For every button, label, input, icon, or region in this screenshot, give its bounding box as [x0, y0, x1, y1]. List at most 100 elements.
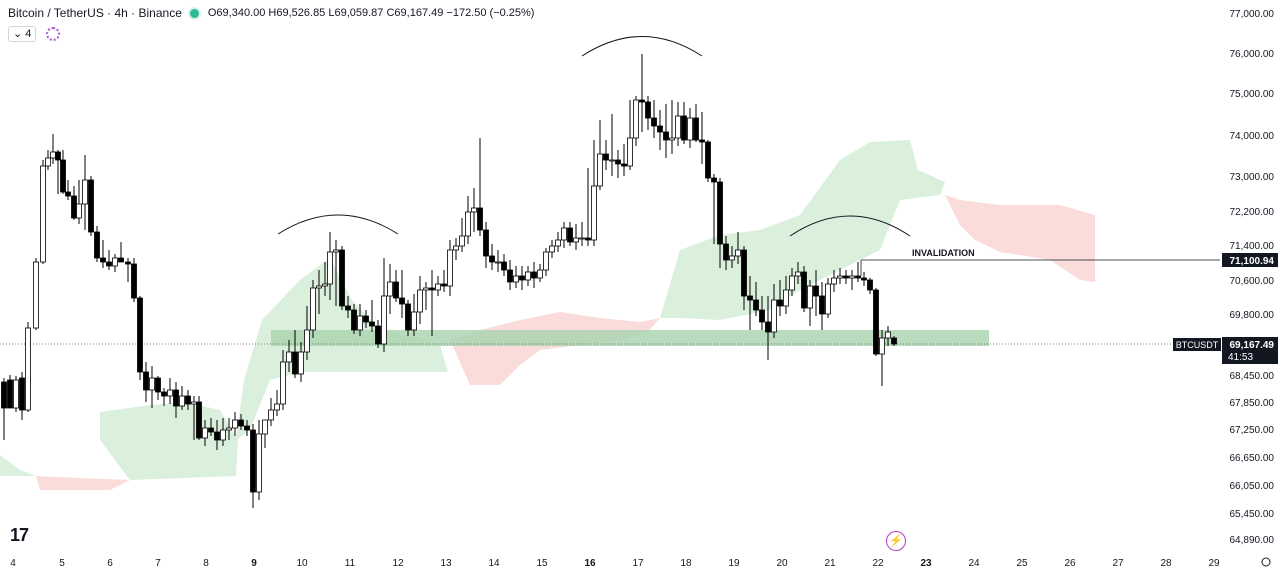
candle-up — [179, 395, 185, 407]
candle-up — [112, 257, 118, 267]
y-axis-label: 68,450.00 — [1230, 371, 1275, 382]
cloud-bullish — [100, 402, 238, 480]
candle-down — [723, 243, 729, 261]
x-axis-label: 27 — [1112, 558, 1124, 568]
candle-up — [627, 137, 633, 167]
x-axis-label: 14 — [488, 558, 500, 568]
x-axis-label: 22 — [872, 558, 884, 568]
invalidation-price: 71,100.94 — [1230, 256, 1275, 267]
y-axis-label: 67,850.00 — [1230, 398, 1275, 409]
y-axis-label: 69,800.00 — [1230, 310, 1275, 321]
indicator-collapse-button[interactable]: ⌄ 4 — [8, 26, 37, 42]
candle-up — [50, 151, 56, 159]
candle-up — [549, 245, 555, 253]
x-axis-label: 18 — [680, 558, 692, 568]
candle-down — [441, 283, 447, 287]
candle-down — [531, 271, 537, 279]
candle-down — [399, 297, 405, 305]
candle-down — [585, 237, 591, 241]
candle-up — [25, 327, 31, 411]
candle-up — [45, 157, 51, 167]
candle-up — [322, 283, 328, 287]
candle-up — [573, 237, 579, 243]
candle-up — [274, 403, 280, 411]
candle-up — [327, 251, 333, 285]
x-axis-label: 19 — [728, 558, 740, 568]
head-arc — [581, 36, 703, 57]
candle-down — [777, 299, 783, 307]
candle-down — [615, 159, 621, 165]
candle-down — [94, 231, 100, 259]
candle-down — [855, 275, 861, 279]
candle-up — [513, 275, 519, 283]
x-axis-label: 4 — [10, 558, 16, 568]
lightning-icon[interactable]: ⚡ — [886, 531, 906, 551]
candle-down — [699, 139, 705, 143]
candle-up — [381, 295, 387, 345]
candle-down — [891, 337, 897, 345]
tradingview-logo-icon[interactable]: 17 — [10, 525, 29, 545]
candle-down — [345, 305, 351, 311]
candle-down — [363, 315, 369, 323]
symbol-label: BTCUSDT — [1176, 340, 1219, 350]
gear-icon[interactable] — [1261, 557, 1271, 567]
candle-up — [40, 165, 46, 263]
right-shoulder-arc — [789, 215, 911, 237]
candle-down — [759, 309, 765, 323]
candle-up — [525, 271, 531, 281]
x-axis-label: 8 — [203, 558, 209, 568]
candle-up — [837, 275, 843, 279]
candle-down — [100, 257, 106, 263]
candle-down — [250, 429, 256, 493]
candle-up — [333, 249, 339, 253]
candle-down — [238, 419, 244, 427]
candle-down — [519, 275, 525, 281]
candle-up — [825, 283, 831, 315]
candle-down — [693, 117, 699, 141]
candle-down — [196, 401, 202, 439]
candle-down — [244, 425, 250, 431]
candle-down — [681, 115, 687, 141]
candle-up — [579, 237, 585, 240]
candle-down — [867, 279, 873, 291]
x-axis-label: 5 — [59, 558, 65, 568]
candle-up — [167, 389, 173, 397]
candle-down — [55, 151, 61, 161]
candle-down — [711, 177, 717, 183]
symbol-title[interactable]: Bitcoin / TetherUS · 4h · Binance — [8, 6, 182, 20]
candle-up — [465, 211, 471, 237]
candle-down — [819, 295, 825, 315]
candle-up — [735, 249, 741, 257]
y-axis-label: 72,200.00 — [1230, 207, 1275, 218]
candle-up — [411, 311, 417, 331]
x-axis-label: 6 — [107, 558, 113, 568]
y-axis-label: 77,000.00 — [1230, 9, 1275, 20]
x-axis-label: 24 — [968, 558, 980, 568]
cloud-bearish — [36, 476, 130, 490]
candle-up — [304, 329, 310, 353]
candle-up — [555, 239, 561, 247]
x-axis-label: 13 — [440, 558, 452, 568]
candle-down — [843, 275, 849, 279]
candle-down — [813, 285, 819, 297]
candle-up — [298, 351, 304, 375]
candle-down — [161, 391, 167, 397]
y-axis-label: 65,450.00 — [1230, 509, 1275, 520]
cloud-bearish — [945, 195, 1095, 282]
cloud-bearish — [450, 312, 660, 385]
candle-up — [286, 351, 292, 363]
countdown-timer: 41:53 — [1228, 352, 1253, 363]
candle-up — [268, 409, 274, 421]
candle-down — [753, 299, 759, 311]
candle-up — [453, 245, 459, 251]
candle-down — [155, 377, 161, 393]
candle-up — [33, 261, 39, 329]
candle-down — [489, 255, 495, 263]
candle-down — [1, 381, 7, 409]
x-axis-label: 26 — [1064, 558, 1076, 568]
candle-up — [280, 361, 286, 405]
candle-down — [873, 289, 879, 355]
candle-up — [537, 269, 543, 279]
candle-up — [831, 277, 837, 285]
